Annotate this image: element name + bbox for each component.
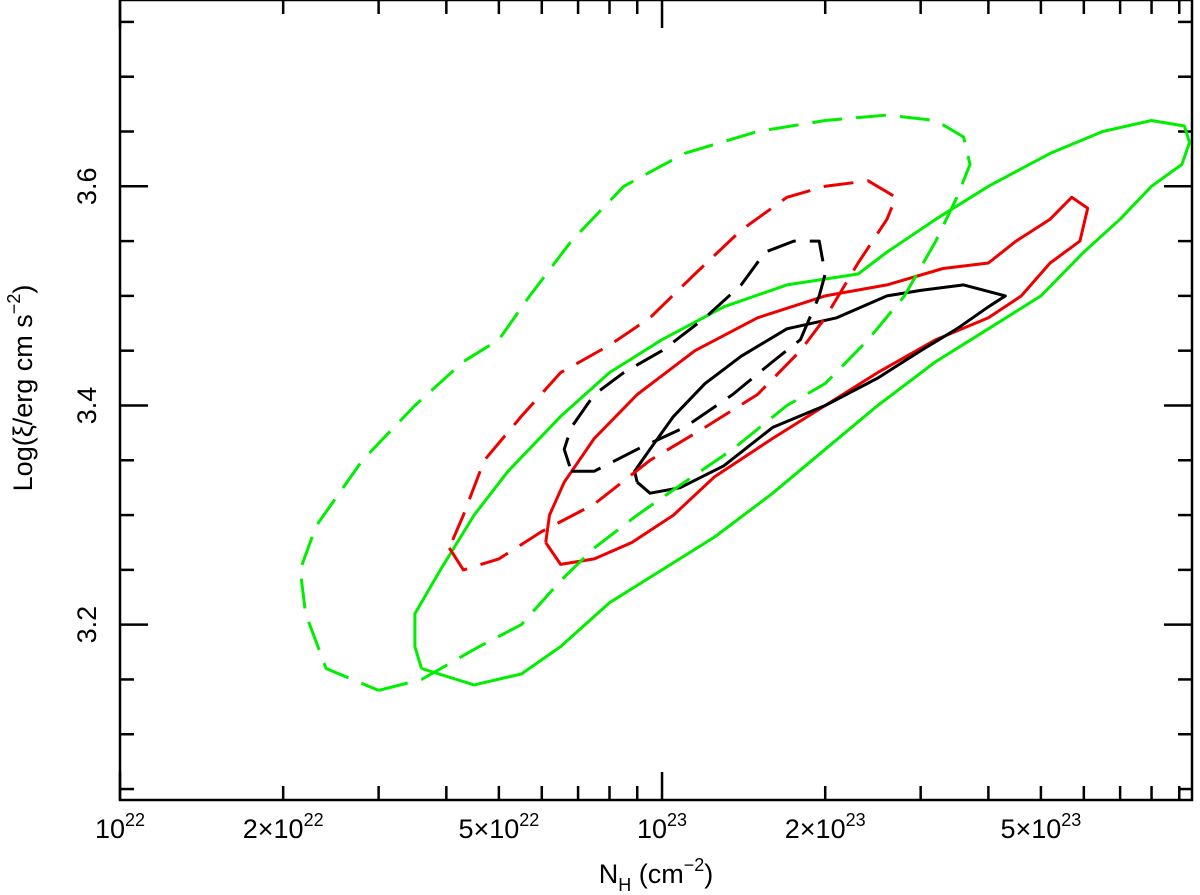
x-tick-label: 2×1022 — [243, 810, 324, 844]
contour-solid-0 — [413, 119, 1191, 687]
contour-dashed-4 — [447, 179, 898, 572]
x-tick-label: 2×1023 — [785, 810, 866, 844]
contour-dashed-3 — [298, 113, 972, 692]
y-tick-label: 3.6 — [72, 168, 102, 206]
plot-frame — [118, 0, 1194, 802]
y-axis-title: Log(ξ/erg cm s−2) — [4, 285, 38, 492]
tick-labels: 1022 2×1022 5×1022 1023 2×1023 5×1023 3.2 3.4 3.… — [72, 168, 1081, 844]
x-tick-label: 1022 — [95, 810, 145, 844]
x-tick-label: 1023 — [637, 810, 687, 844]
y-tick-label: 3.2 — [72, 606, 102, 644]
contour-series — [298, 113, 1191, 692]
contour-solid-2 — [633, 283, 1007, 495]
x-tick-label: 5×1022 — [458, 810, 539, 844]
contour-solid-1 — [544, 195, 1090, 566]
x-axis-title: NH (cm−2) — [599, 855, 714, 895]
axis-ticks — [118, 0, 1192, 800]
x-tick-label: 5×1023 — [1000, 810, 1081, 844]
contour-dashed-5 — [562, 239, 827, 473]
y-tick-label: 3.4 — [72, 387, 102, 425]
